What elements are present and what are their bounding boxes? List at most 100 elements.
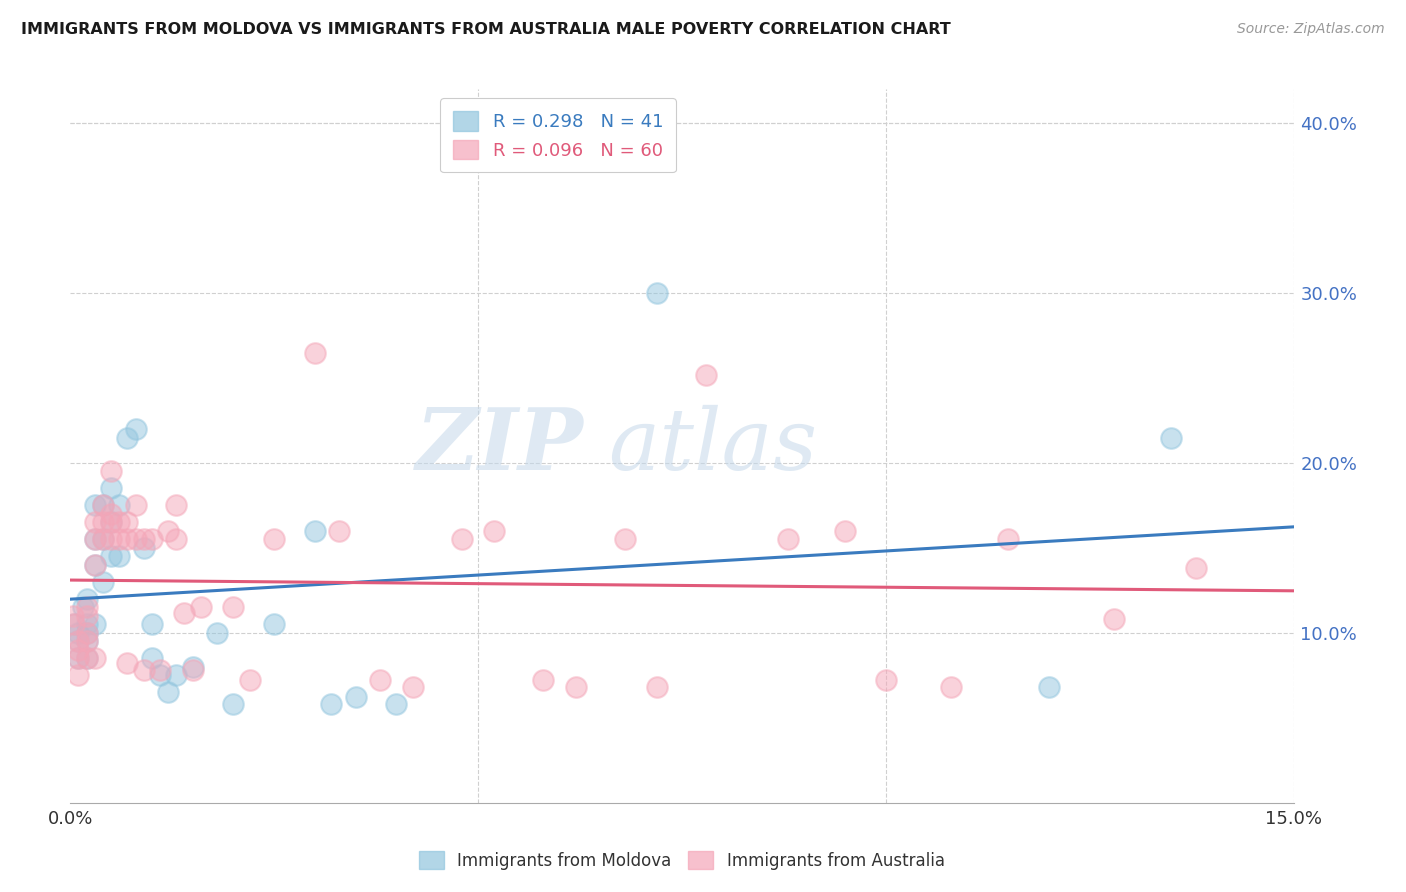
Point [100,549,122,564]
Point [776,533,799,547]
Point [67,634,90,648]
Point [834,524,856,538]
Point [124,422,146,436]
Point [165,533,187,547]
Point [1160,430,1182,444]
Legend: Immigrants from Moldova, Immigrants from Australia: Immigrants from Moldova, Immigrants from… [412,845,952,877]
Point [132,541,155,555]
Point [83,533,105,547]
Point [67,626,90,640]
Text: ZIP: ZIP [416,404,583,488]
Point [875,673,897,688]
Point [304,345,326,359]
Point [141,651,163,665]
Text: Source: ZipAtlas.com: Source: ZipAtlas.com [1237,22,1385,37]
Point [91,499,114,513]
Point [484,524,506,538]
Point [1102,612,1125,626]
Point [124,533,146,547]
Point [108,499,131,513]
Point [76,651,98,665]
Point [165,668,187,682]
Point [67,651,90,665]
Point [190,600,212,615]
Point [141,533,163,547]
Point [132,663,155,677]
Point [100,516,122,530]
Point [100,516,122,530]
Point [321,698,343,712]
Point [108,516,131,530]
Point [222,600,245,615]
Point [997,533,1019,547]
Point [83,617,105,632]
Point [76,608,98,623]
Point [157,524,180,538]
Point [91,533,114,547]
Point [76,634,98,648]
Point [149,668,172,682]
Point [531,673,554,688]
Point [76,617,98,632]
Point [108,533,131,547]
Point [117,657,139,671]
Point [565,680,588,694]
Point [149,663,172,677]
Point [83,558,105,572]
Point [328,524,350,538]
Point [83,499,105,513]
Point [76,651,98,665]
Point [91,533,114,547]
Point [263,617,285,632]
Point [368,673,391,688]
Point [83,558,105,572]
Point [647,680,669,694]
Text: IMMIGRANTS FROM MOLDOVA VS IMMIGRANTS FROM AUSTRALIA MALE POVERTY CORRELATION CH: IMMIGRANTS FROM MOLDOVA VS IMMIGRANTS FR… [21,22,950,37]
Point [76,634,98,648]
Point [402,680,425,694]
Point [83,533,105,547]
Point [67,634,90,648]
Point [647,286,669,301]
Point [108,549,131,564]
Point [72,600,94,615]
Point [385,698,408,712]
Point [100,482,122,496]
Point [76,626,98,640]
Point [205,626,228,640]
Point [91,499,114,513]
Point [100,465,122,479]
Point [157,685,180,699]
Point [141,617,163,632]
Point [132,533,155,547]
Point [100,533,122,547]
Point [263,533,285,547]
Point [76,600,98,615]
Point [181,660,204,674]
Point [67,651,90,665]
Point [63,617,86,632]
Point [181,663,204,677]
Point [83,651,105,665]
Point [76,626,98,640]
Point [165,499,187,513]
Point [67,643,90,657]
Point [450,533,472,547]
Text: atlas: atlas [609,405,818,487]
Point [117,430,139,444]
Point [91,516,114,530]
Point [304,524,326,538]
Point [91,574,114,589]
Point [100,507,122,521]
Point [344,690,367,705]
Point [239,673,262,688]
Point [117,533,139,547]
Point [939,680,962,694]
Point [613,533,636,547]
Point [1038,680,1060,694]
Point [695,368,717,382]
Point [173,606,195,620]
Point [76,591,98,606]
Point [63,617,86,632]
Point [222,698,245,712]
